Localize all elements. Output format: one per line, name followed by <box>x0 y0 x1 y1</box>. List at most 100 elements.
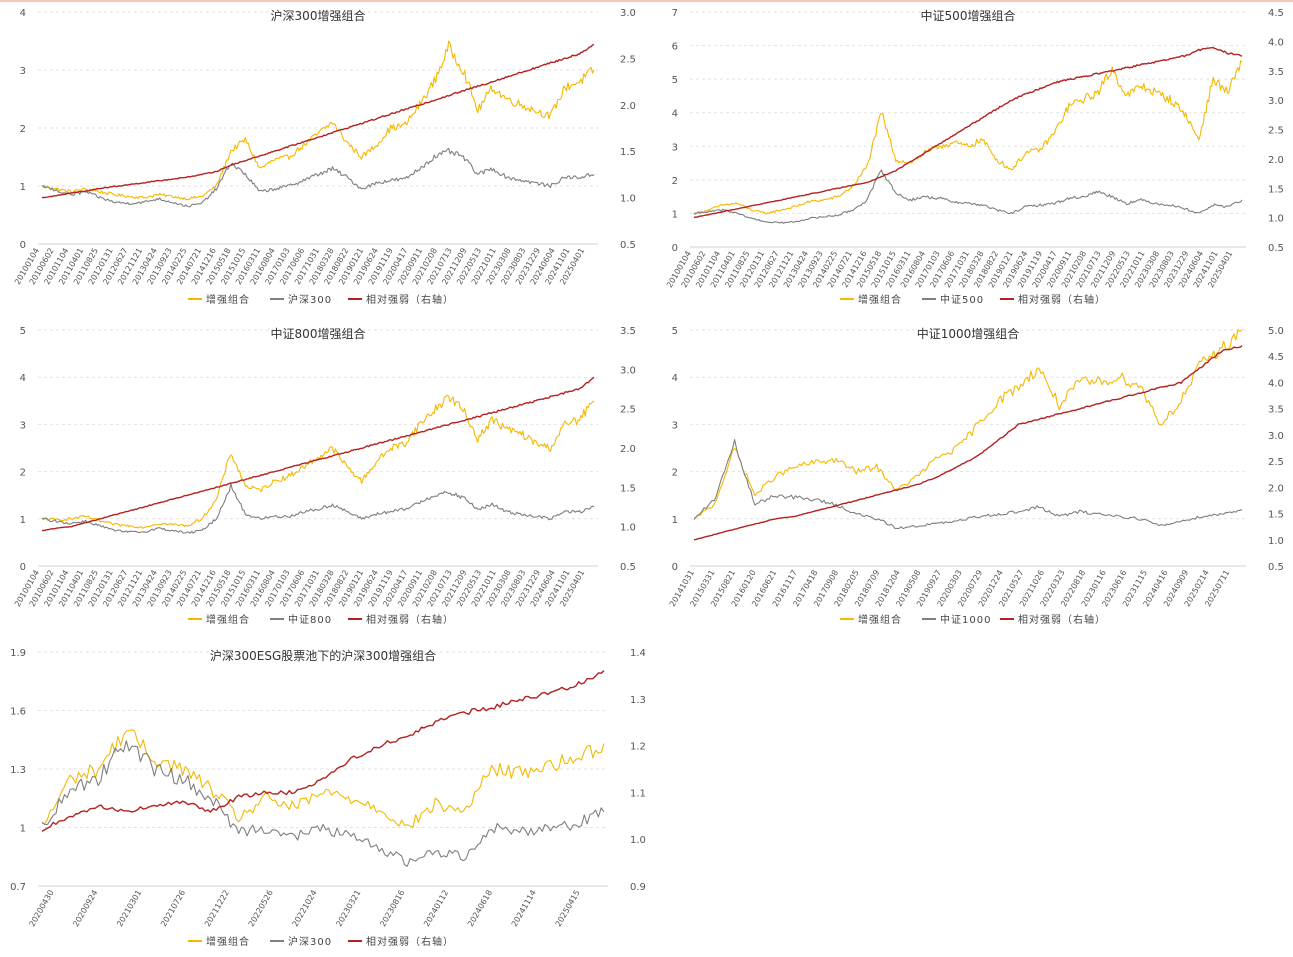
chart-panel-4: 0 1 2 3 4 5 0.5 1.0 1.5 2.0 2.5 3.0 3.5 4.0 4.5 5.0 2014… <box>648 320 1293 635</box>
y-right-tick-label: 1.0 <box>630 835 646 846</box>
x-tick-label: 20221024 <box>291 889 319 929</box>
series-line-1 <box>41 40 595 201</box>
y-left-tick-label: 0 <box>20 240 26 251</box>
legend-label: 中证1000 <box>940 613 991 626</box>
y-left-tick-label: 3 <box>672 420 678 431</box>
x-tick-label: 20210726 <box>159 889 187 929</box>
x-tick-label: 20210301 <box>115 889 143 929</box>
legend-label: 中证500 <box>940 293 984 306</box>
y-left-tick-label: 0 <box>20 562 26 573</box>
y-left-tick-label: 1 <box>20 824 26 835</box>
chart-panel-1: 0 1 2 3 4 0.5 1.0 1.5 2.0 2.5 3.0 20100104 20100602 2… <box>0 0 640 315</box>
legend-label: 相对强弱（右轴） <box>366 935 454 948</box>
chart-svg-5: 0.7 1 1.3 1.6 1.9 0.9 1.0 1.1 1.2 1.3 1.4 20200430 2… <box>10 648 646 948</box>
x-tick-label: 20250415 <box>554 889 582 929</box>
legend-label: 增强组合 <box>206 613 250 626</box>
series-line-2 <box>693 439 1243 530</box>
x-tick-label: 20200924 <box>71 889 99 929</box>
chart-svg-1: 012340.51.01.52.02.53.020100104201006022… <box>13 8 636 306</box>
y-right-tick-label: 0.5 <box>620 240 636 251</box>
y-right-tick-label: 5.0 <box>1268 326 1284 337</box>
series-line-3 <box>693 345 1243 541</box>
y-right-tick-label: 1.5 <box>1268 184 1284 195</box>
y-right-tick-label: 1.0 <box>620 523 636 534</box>
legend-label: 增强组合 <box>858 293 902 306</box>
series-line-3 <box>41 43 595 199</box>
y-left-tick-label: 3 <box>20 420 26 431</box>
y-right-tick-label: 0.5 <box>1268 562 1284 573</box>
y-right-tick-label: 3.5 <box>1268 67 1284 78</box>
series-line-1 <box>41 729 605 829</box>
y-right-tick-label: 1.3 <box>630 695 646 706</box>
y-right-tick-label: 1.4 <box>630 648 646 659</box>
chart-title: 中证500增强组合 <box>921 8 1016 23</box>
y-left-tick-label: 1.3 <box>10 765 26 776</box>
chart-title: 沪深300增强组合 <box>271 8 366 23</box>
y-right-tick-label: 0.5 <box>620 562 636 573</box>
chart-title: 中证800增强组合 <box>271 326 366 341</box>
chart-panel-2: 0 1 2 3 4 5 6 7 0.5 1.0 1.5 2.0 2.5 3.0 3.5 4.0 4.5 20100… <box>648 0 1293 315</box>
chart-panel-3: 0 1 2 3 4 5 0.5 1.0 1.5 2.0 2.5 3.0 3.5 20100104 20100… <box>0 320 640 635</box>
y-right-tick-label: 2.5 <box>1268 457 1284 468</box>
chart-svg-4: 0123450.51.01.52.02.53.03.54.04.55.02014… <box>668 326 1284 626</box>
y-right-tick-label: 3.0 <box>620 8 636 19</box>
y-right-tick-label: 1.1 <box>630 788 646 799</box>
y-left-tick-label: 2 <box>672 176 678 187</box>
legend-label: 增强组合 <box>858 613 902 626</box>
chart-svg-3: 0123450.51.01.52.02.53.03.52010010420100… <box>13 326 636 626</box>
y-left-tick-label: 2 <box>672 468 678 479</box>
y-right-tick-label: 3.0 <box>620 365 636 376</box>
y-right-tick-label: 3.5 <box>620 326 636 337</box>
y-right-tick-label: 3.5 <box>1268 405 1284 416</box>
x-tick-label: 20241114 <box>510 889 538 929</box>
y-right-tick-label: 3.0 <box>1268 96 1284 107</box>
series-line-3 <box>41 670 605 832</box>
y-right-tick-label: 4.5 <box>1268 8 1284 19</box>
y-left-tick-label: 5 <box>672 326 678 337</box>
x-tick-label: 20240112 <box>422 889 450 929</box>
y-left-tick-label: 4 <box>20 373 26 384</box>
x-tick-label: 20220526 <box>247 889 275 929</box>
series-line-2 <box>41 147 595 208</box>
legend-label: 相对强弱（右轴） <box>366 613 454 626</box>
y-left-tick-label: 2 <box>20 124 26 135</box>
y-right-tick-label: 4.0 <box>1268 378 1284 389</box>
y-left-tick-label: 1 <box>672 515 678 526</box>
y-right-tick-label: 3.0 <box>1268 431 1284 442</box>
y-right-tick-label: 1.5 <box>620 483 636 494</box>
y-right-tick-label: 2.0 <box>1268 483 1284 494</box>
y-right-tick-label: 4.0 <box>1268 37 1284 48</box>
y-right-tick-label: 2.0 <box>620 444 636 455</box>
chart-title: 沪深300ESG股票池下的沪深300增强组合 <box>210 648 436 663</box>
y-left-tick-label: 1 <box>672 209 678 220</box>
y-right-tick-label: 2.0 <box>620 101 636 112</box>
y-right-tick-label: 1.5 <box>1268 510 1284 521</box>
legend-label: 相对强弱（右轴） <box>1018 293 1106 306</box>
y-right-tick-label: 1.0 <box>620 194 636 205</box>
legend-label: 相对强弱（右轴） <box>366 293 454 306</box>
y-right-tick-label: 1.0 <box>1268 536 1284 547</box>
chart-svg-2: 012345670.51.01.52.02.53.03.54.04.520100… <box>665 8 1284 306</box>
y-left-tick-label: 4 <box>672 373 678 384</box>
y-left-tick-label: 5 <box>20 326 26 337</box>
x-tick-label: 20211222 <box>203 889 231 929</box>
y-left-tick-label: 1 <box>20 515 26 526</box>
legend-label: 相对强弱（右轴） <box>1018 613 1106 626</box>
y-right-tick-label: 0.9 <box>630 882 646 893</box>
series-line-1 <box>693 329 1243 519</box>
legend-label: 增强组合 <box>206 293 250 306</box>
x-tick-label: 20230816 <box>378 889 406 929</box>
y-left-tick-label: 1.6 <box>10 707 26 718</box>
legend-label: 沪深300 <box>288 935 332 948</box>
series-line-1 <box>693 60 1243 215</box>
top-border <box>0 0 1293 2</box>
series-line-1 <box>42 394 595 529</box>
y-left-tick-label: 0.7 <box>10 882 26 893</box>
series-line-2 <box>693 169 1243 224</box>
y-left-tick-label: 0 <box>672 243 678 254</box>
y-left-tick-label: 3 <box>672 142 678 153</box>
x-tick-label: 20230321 <box>334 889 362 929</box>
y-left-tick-label: 6 <box>672 42 678 53</box>
legend-label: 中证800 <box>288 613 332 626</box>
y-left-tick-label: 2 <box>20 468 26 479</box>
